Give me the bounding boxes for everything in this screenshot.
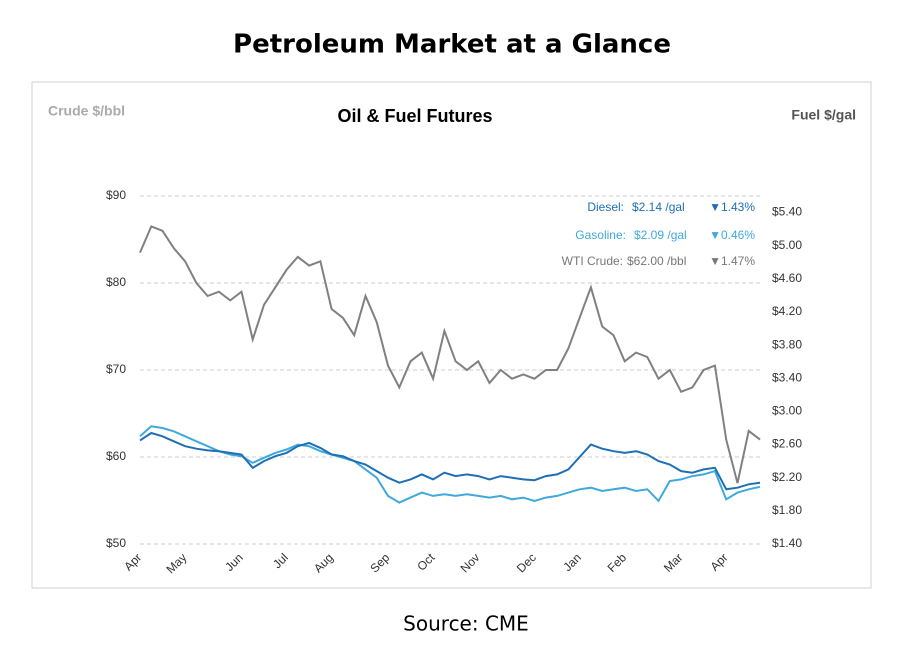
y2-tick-label: $1.40: [772, 536, 802, 550]
y-tick-label: $50: [106, 536, 126, 550]
y2-tick-label: $3.40: [772, 370, 802, 384]
y2-tick-label: $2.60: [772, 437, 802, 451]
y2-tick-label: $5.40: [772, 205, 802, 219]
y-tick-label: $60: [106, 449, 126, 463]
y-tick-label: $70: [106, 362, 126, 376]
annotation-label: Gasoline:: [575, 228, 626, 242]
y2-tick-label: $5.00: [772, 238, 802, 252]
annotation-label: WTI Crude:: [562, 254, 623, 268]
series-line: [139, 431, 761, 491]
annotation-price: $2.14 /gal: [632, 200, 685, 214]
page-title: Petroleum Market at a Glance: [233, 30, 671, 60]
chart-frame: [31, 81, 872, 589]
annotation-price: $2.09 /gal: [634, 228, 687, 242]
annotation-change: ▼0.46%: [709, 228, 755, 242]
series-line: [139, 225, 761, 484]
annotation-change: ▼1.47%: [709, 254, 755, 268]
y2-tick-label: $4.20: [772, 304, 802, 318]
source: Source: CME: [403, 612, 529, 636]
y2-tick-label: $4.60: [772, 271, 802, 285]
y-tick-label: $90: [106, 188, 126, 202]
y2-axis-title: Fuel $/gal: [791, 107, 856, 123]
y2-tick-label: $3.80: [772, 337, 802, 351]
y2-tick-label: $1.80: [772, 503, 802, 517]
y-tick-label: $80: [106, 275, 126, 289]
y2-tick-label: $2.20: [772, 470, 802, 484]
y-axis-title: Crude $/bbl: [48, 103, 125, 119]
chart-title: Oil & Fuel Futures: [337, 106, 492, 126]
annotation-label: Diesel:: [587, 200, 624, 214]
annotation-change: ▼1.43%: [709, 200, 755, 214]
y2-tick-label: $3.00: [772, 404, 802, 418]
annotation-price: $62.00 /bbl: [627, 254, 686, 268]
